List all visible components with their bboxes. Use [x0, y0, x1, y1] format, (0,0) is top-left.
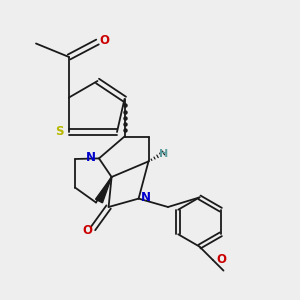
Text: N: N — [85, 151, 96, 164]
Polygon shape — [95, 177, 112, 203]
Text: N: N — [141, 191, 151, 204]
Text: O: O — [216, 253, 226, 266]
Text: S: S — [55, 125, 64, 138]
Text: H: H — [159, 149, 168, 159]
Text: O: O — [99, 34, 109, 47]
Text: O: O — [82, 224, 92, 238]
